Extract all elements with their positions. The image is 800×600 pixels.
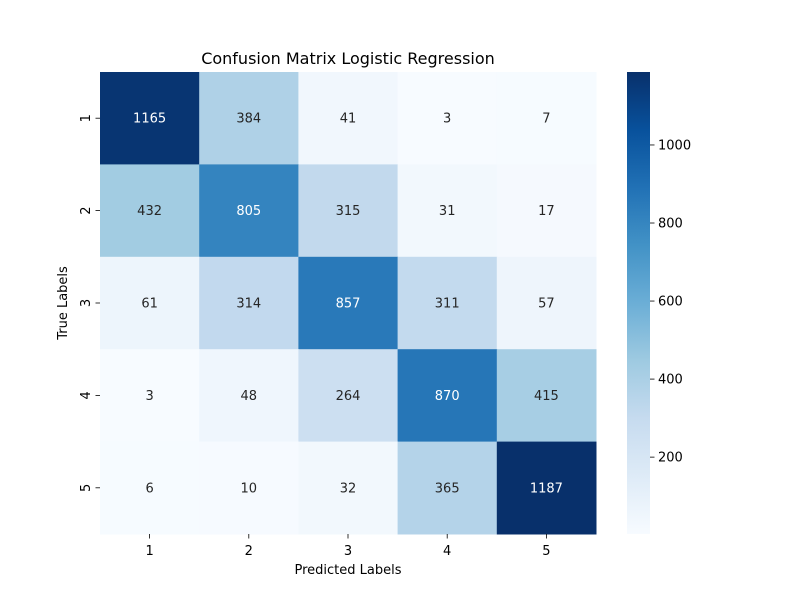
heatmap-cell xyxy=(496,256,597,350)
heatmap-cell xyxy=(199,72,299,165)
heatmap-cell xyxy=(496,164,597,258)
heatmap-cell xyxy=(100,72,200,165)
heatmap-cell xyxy=(100,256,200,350)
x-axis-label: Predicted Labels xyxy=(294,563,401,578)
cell-annotation: 264 xyxy=(336,389,361,404)
colorbar-axis: 200 400 600 800 1000 xyxy=(650,138,691,466)
heatmap-cell xyxy=(397,164,498,258)
y-tick-label: 4 xyxy=(79,391,94,399)
heatmap-annotations: 1165 384 41 3 7 432 805 315 31 17 61 314 857 311 57 3 48… xyxy=(133,112,563,497)
x-tick-label: 4 xyxy=(443,544,451,559)
colorbar-tick-label: 1000 xyxy=(658,138,691,153)
cell-annotation: 857 xyxy=(336,297,361,312)
colorbar-tick-label: 200 xyxy=(658,451,683,466)
cell-annotation: 314 xyxy=(236,297,261,312)
heatmap-cell xyxy=(298,256,399,350)
heatmap-cell xyxy=(496,72,597,165)
cell-annotation: 1165 xyxy=(133,112,166,127)
heatmap-cell xyxy=(298,72,399,165)
colorbar-tick-label: 600 xyxy=(658,295,683,310)
cell-annotation: 61 xyxy=(141,297,158,312)
heatmap-cell xyxy=(298,164,399,258)
colorbar-tick-label: 800 xyxy=(658,217,683,232)
chart-title: Confusion Matrix Logistic Regression xyxy=(201,49,495,68)
cell-annotation: 48 xyxy=(241,389,258,404)
heatmap-cell xyxy=(298,441,399,535)
heatmap-cell xyxy=(496,349,597,443)
heatmap-cell xyxy=(199,349,299,443)
y-tick-label: 5 xyxy=(79,484,94,492)
cell-annotation: 315 xyxy=(336,204,361,219)
x-tick-label: 1 xyxy=(145,544,153,559)
cell-annotation: 10 xyxy=(241,481,258,496)
y-tick-label: 2 xyxy=(79,206,94,214)
heatmap-cell xyxy=(100,164,200,258)
cell-annotation: 870 xyxy=(435,389,460,404)
cell-annotation: 32 xyxy=(340,481,357,496)
cell-annotation: 384 xyxy=(236,112,261,127)
cell-annotation: 17 xyxy=(538,204,555,219)
heatmap-cell xyxy=(199,256,299,350)
heatmap-cell xyxy=(199,164,299,258)
heatmap-cell xyxy=(298,349,399,443)
heatmap-cell xyxy=(397,349,498,443)
y-axis: 1 2 3 4 5 xyxy=(79,114,100,492)
y-tick-label: 1 xyxy=(79,114,94,122)
cell-annotation: 31 xyxy=(439,204,456,219)
heatmap-cell xyxy=(100,349,200,443)
heatmap-cell xyxy=(397,441,498,535)
cell-annotation: 1187 xyxy=(530,481,563,496)
cell-annotation: 415 xyxy=(534,389,559,404)
cell-annotation: 57 xyxy=(538,297,555,312)
x-tick-label: 3 xyxy=(344,544,352,559)
y-axis-label: True Labels xyxy=(56,266,71,341)
colorbar xyxy=(627,72,650,534)
x-tick-label: 5 xyxy=(542,544,550,559)
cell-annotation: 311 xyxy=(435,297,460,312)
cell-annotation: 365 xyxy=(435,481,460,496)
heatmap-cell xyxy=(100,441,200,535)
x-axis: 1 2 3 4 5 xyxy=(145,534,551,559)
y-tick-label: 3 xyxy=(79,299,94,307)
heatmap-cell xyxy=(397,256,498,350)
colorbar-tick-label: 400 xyxy=(658,373,683,388)
heatmap-cell xyxy=(496,441,597,535)
cell-annotation: 41 xyxy=(340,112,357,127)
heatmap-cell xyxy=(397,72,498,165)
cell-annotation: 3 xyxy=(145,389,153,404)
x-tick-label: 2 xyxy=(245,544,253,559)
cell-annotation: 3 xyxy=(443,112,451,127)
cell-annotation: 6 xyxy=(145,481,153,496)
heatmap-cell xyxy=(199,441,299,535)
cell-annotation: 805 xyxy=(236,204,261,219)
heatmap-cells xyxy=(100,72,597,535)
cell-annotation: 7 xyxy=(542,112,550,127)
cell-annotation: 432 xyxy=(137,204,162,219)
